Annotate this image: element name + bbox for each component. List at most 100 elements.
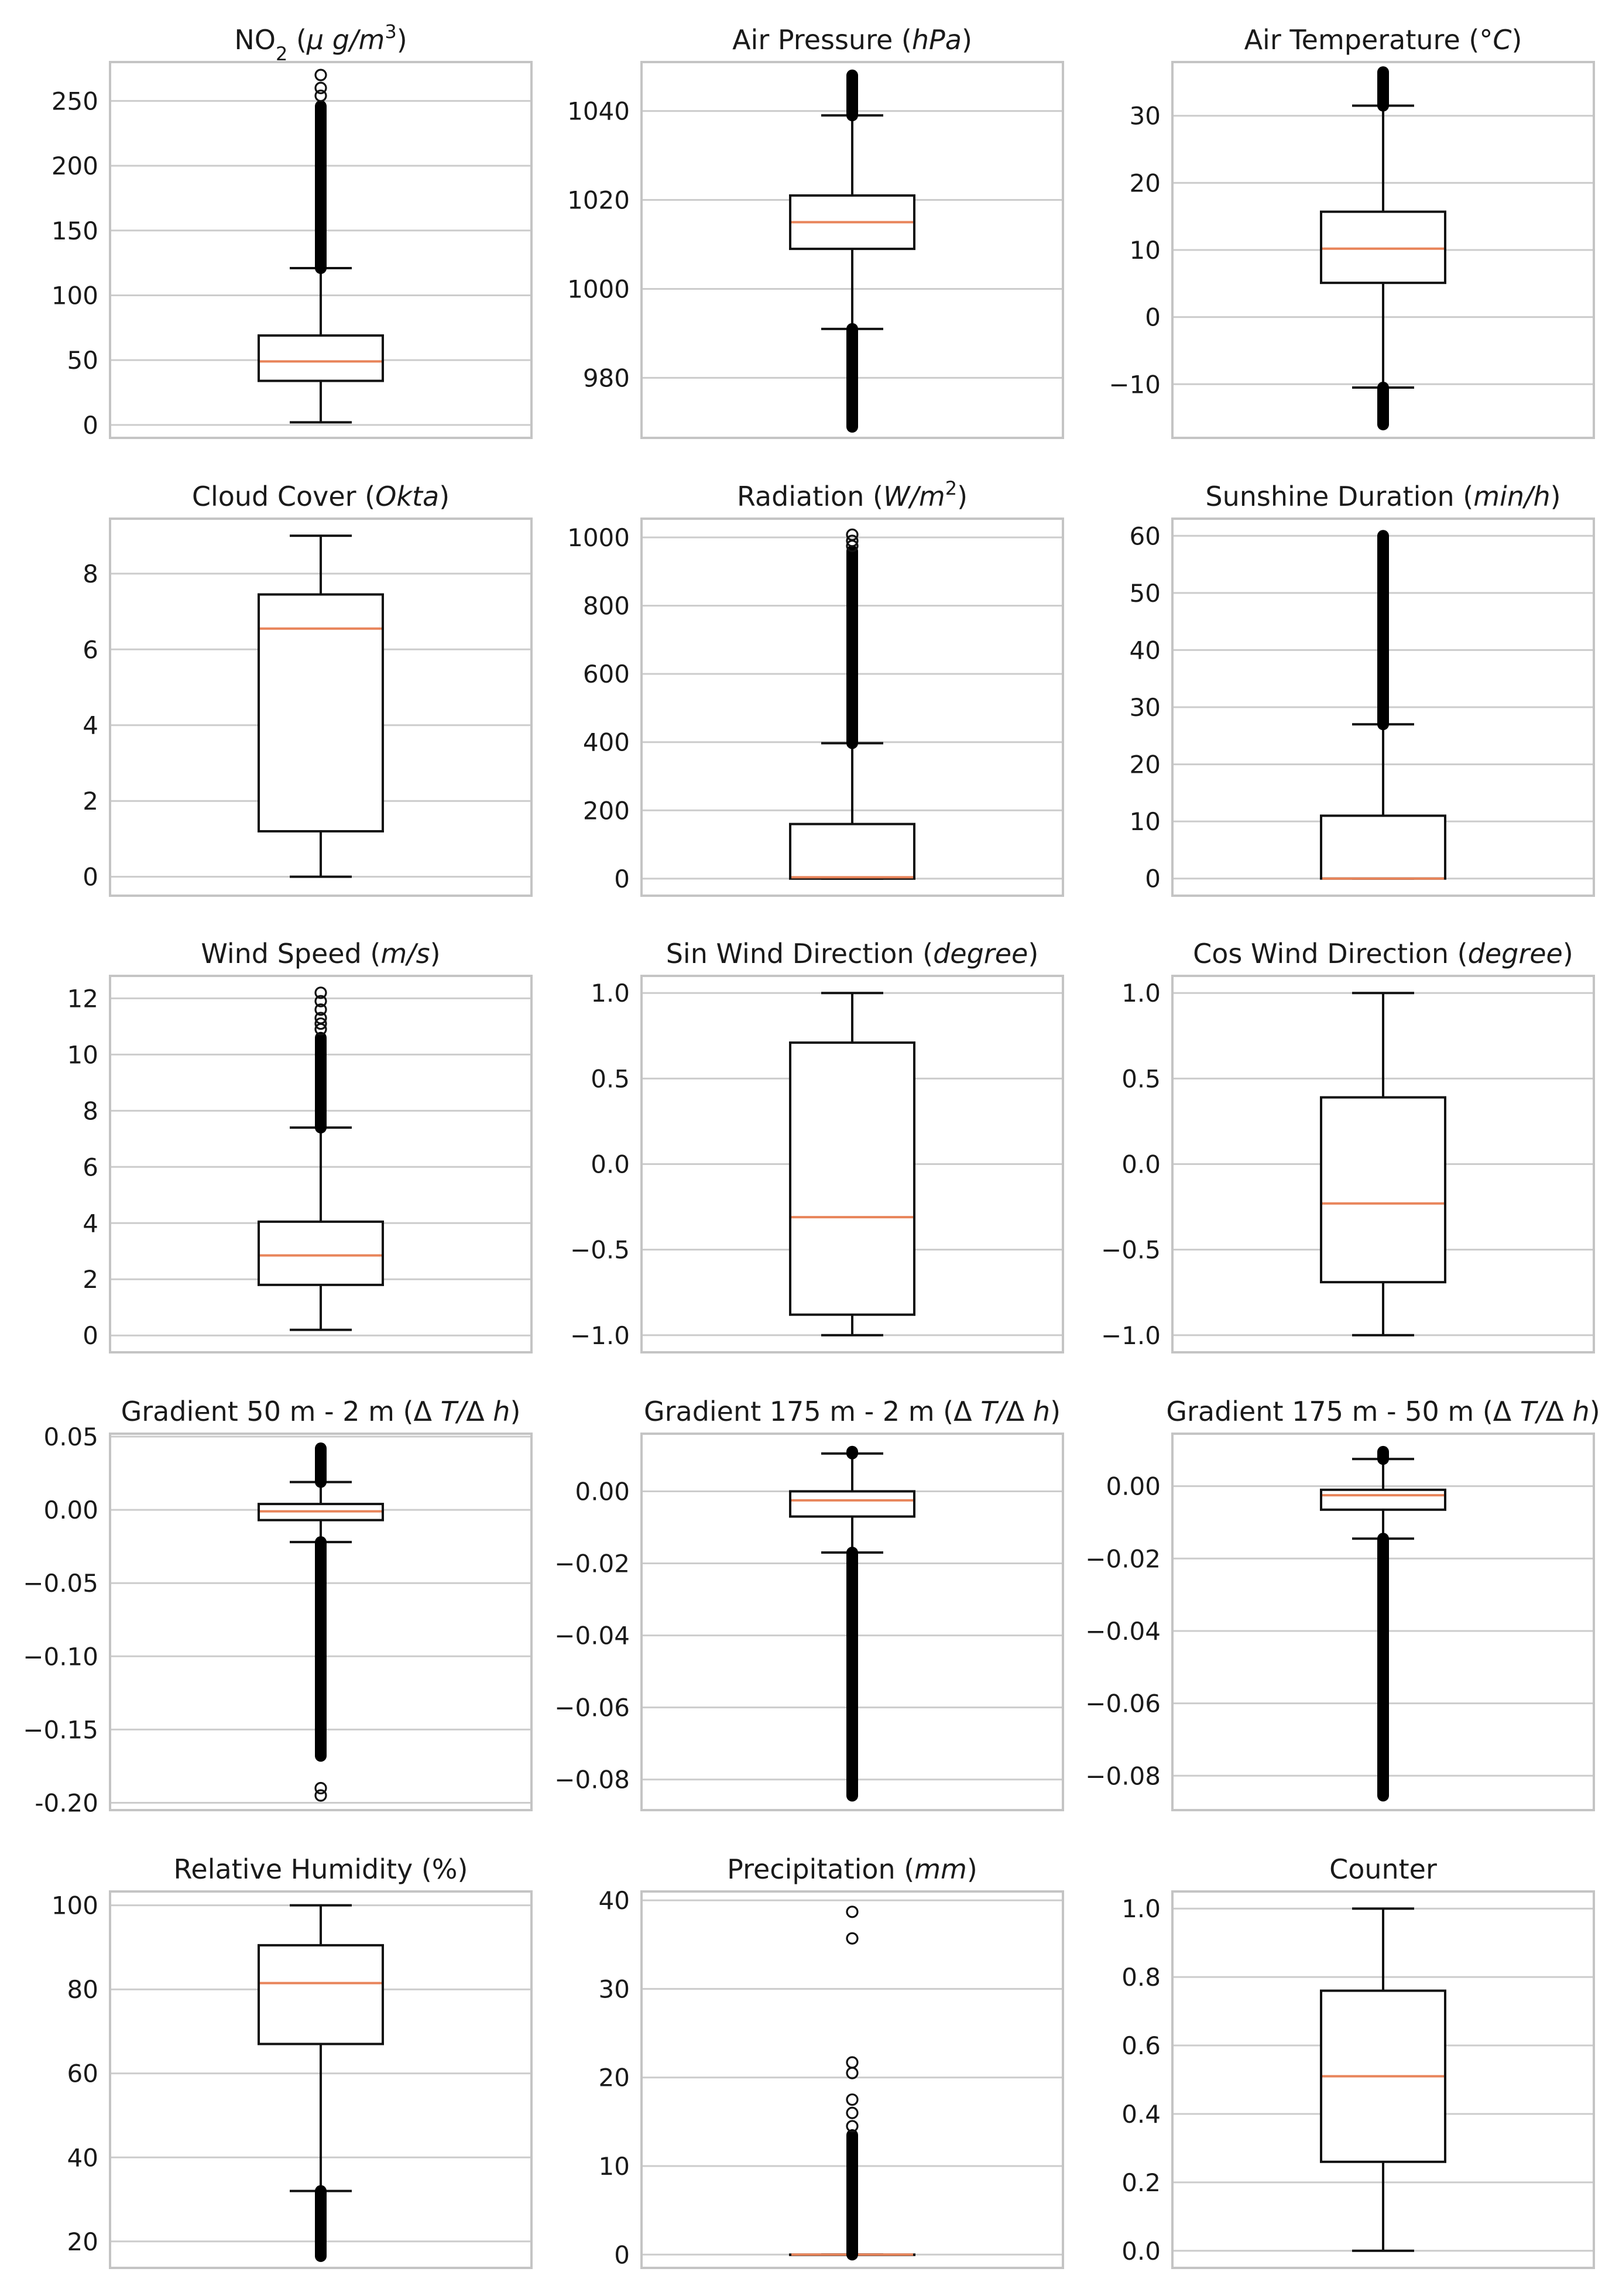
y-tick-label: 200 <box>52 152 98 180</box>
boxplot-panel-0: 0 50 100 150 200 250 <box>52 61 533 440</box>
panel-title-1: Air Pressure (hPa) <box>732 24 972 56</box>
panel-title-12: Relative Humidity (%) <box>174 1853 468 1885</box>
y-tick-label: −0.10 <box>23 1642 98 1671</box>
panel-title-14: Counter <box>1329 1853 1437 1885</box>
flier-point <box>314 81 327 94</box>
y-tick-label: 10 <box>599 2152 630 2181</box>
flier-point <box>846 2106 859 2119</box>
flier-point <box>846 2093 859 2106</box>
y-tick-label: 60 <box>67 2059 98 2088</box>
iqr-box <box>258 1944 384 2045</box>
iqr-box <box>789 1041 915 1316</box>
y-tick-label: 10 <box>67 1040 98 1069</box>
y-tick-label: 2 <box>83 1265 98 1294</box>
plot-frame <box>640 518 1064 897</box>
y-tick-label: 100 <box>52 1891 98 1920</box>
y-tick-label: −0.5 <box>570 1236 630 1264</box>
y-tick-label: 0 <box>1145 865 1161 893</box>
flier-cluster <box>315 1536 327 1762</box>
y-tick-label: −0.5 <box>1101 1236 1161 1264</box>
plot-frame <box>109 1433 533 1811</box>
panel-title-7: Sin Wind Direction (degree) <box>666 938 1039 969</box>
panel-title-2: Air Temperature (°C) <box>1244 24 1522 56</box>
y-tick-label: 1000 <box>567 275 630 303</box>
y-tick-label: 6 <box>83 635 98 664</box>
boxplot-panel-7: −1.0 −0.5 0.0 0.5 1.0 <box>570 975 1064 1353</box>
y-tick-label: 40 <box>1130 636 1161 664</box>
flier-cluster <box>846 1547 858 1802</box>
y-tick-label: −0.02 <box>554 1550 630 1578</box>
flier-cluster <box>315 1442 327 1488</box>
flier-cluster <box>315 100 327 274</box>
panel-title-10: Gradient 175 m - 2 m (Δ T/Δ h) <box>644 1396 1061 1427</box>
flier-point <box>314 1017 327 1030</box>
panel-title-13: Precipitation (mm) <box>727 1853 977 1885</box>
boxplot-panel-3: 0 2 4 6 8 <box>83 518 533 897</box>
y-tick-label: 0.0 <box>591 1150 630 1179</box>
y-tick-label: 30 <box>1130 693 1161 722</box>
iqr-box <box>1320 814 1446 880</box>
y-tick-label: 0.00 <box>575 1477 630 1506</box>
y-tick-label: 20 <box>67 2228 98 2256</box>
plot-frame <box>640 975 1064 1353</box>
plot-frame <box>109 1890 533 2269</box>
y-tick-label: 100 <box>52 281 98 310</box>
flier-point <box>314 1781 327 1795</box>
flier-cluster <box>1377 1445 1389 1465</box>
flier-cluster <box>315 2185 327 2262</box>
y-tick-label: 50 <box>1130 579 1161 608</box>
y-tick-label: 10 <box>1130 807 1161 836</box>
boxplot-panel-12: 20 40 60 80 100 <box>52 1890 533 2269</box>
plot-frame <box>1171 1433 1595 1811</box>
iqr-box <box>258 593 384 832</box>
y-tick-label: 1.0 <box>591 979 630 1008</box>
plot-frame <box>1171 975 1595 1353</box>
y-tick-label: −0.04 <box>1085 1617 1161 1646</box>
y-tick-label: 12 <box>67 984 98 1013</box>
y-tick-label: 0.5 <box>591 1064 630 1093</box>
plot-frame <box>1171 518 1595 897</box>
panel-title-8: Cos Wind Direction (degree) <box>1193 938 1573 969</box>
flier-cluster <box>1377 530 1389 731</box>
y-tick-label: 50 <box>67 346 98 375</box>
y-tick-label: 30 <box>1130 102 1161 131</box>
y-tick-label: 0.2 <box>1121 2168 1161 2197</box>
y-tick-label: −0.08 <box>1085 1762 1161 1790</box>
y-tick-label: −0.04 <box>554 1622 630 1650</box>
y-tick-label: 20 <box>599 2064 630 2092</box>
flier-cluster <box>1377 66 1389 112</box>
boxplot-panel-1: 980 1000 1020 1040 <box>567 61 1064 439</box>
y-tick-label: 0 <box>614 2240 630 2269</box>
y-tick-label: 0 <box>83 411 98 440</box>
plot-frame <box>109 61 533 439</box>
y-tick-label: −1.0 <box>1101 1321 1161 1350</box>
boxplot-panel-11: −0.08 −0.06 −0.04 −0.02 0.00 <box>1085 1433 1595 1811</box>
y-tick-label: 0.05 <box>43 1423 98 1451</box>
y-tick-label: 4 <box>83 711 98 740</box>
boxplot-panel-10: −0.08 −0.06 −0.04 −0.02 0.00 <box>554 1433 1064 1811</box>
y-tick-label: 60 <box>1130 522 1161 550</box>
flier-point <box>314 1789 327 1802</box>
flier-point <box>846 1906 859 1918</box>
boxplot-panel-2: −10 0 10 20 30 <box>1109 61 1595 439</box>
plot-frame <box>640 1433 1064 1811</box>
panel-title-6: Wind Speed (m/s) <box>201 938 440 969</box>
y-tick-label: 0.00 <box>43 1496 98 1524</box>
y-tick-label: 0.00 <box>1106 1472 1161 1501</box>
y-tick-label: 0.0 <box>1121 2237 1161 2266</box>
panel-title-0: NO2 (μ g/m3) <box>234 20 407 65</box>
flier-point <box>314 89 327 102</box>
panel-title-11: Gradient 175 m - 50 m (Δ T/Δ h) <box>1166 1396 1600 1427</box>
flier-point <box>314 986 327 999</box>
flier-point <box>314 1003 327 1016</box>
flier-cluster <box>846 323 858 433</box>
y-tick-label: 1040 <box>567 97 630 126</box>
y-tick-label: 8 <box>83 560 98 588</box>
flier-point <box>314 995 327 1008</box>
iqr-box <box>789 1490 915 1518</box>
y-tick-label: 1.0 <box>1121 1894 1161 1923</box>
iqr-box <box>258 334 384 382</box>
y-tick-label: −0.02 <box>1085 1544 1161 1573</box>
iqr-box <box>1320 1488 1446 1511</box>
plot-frame <box>640 61 1064 439</box>
